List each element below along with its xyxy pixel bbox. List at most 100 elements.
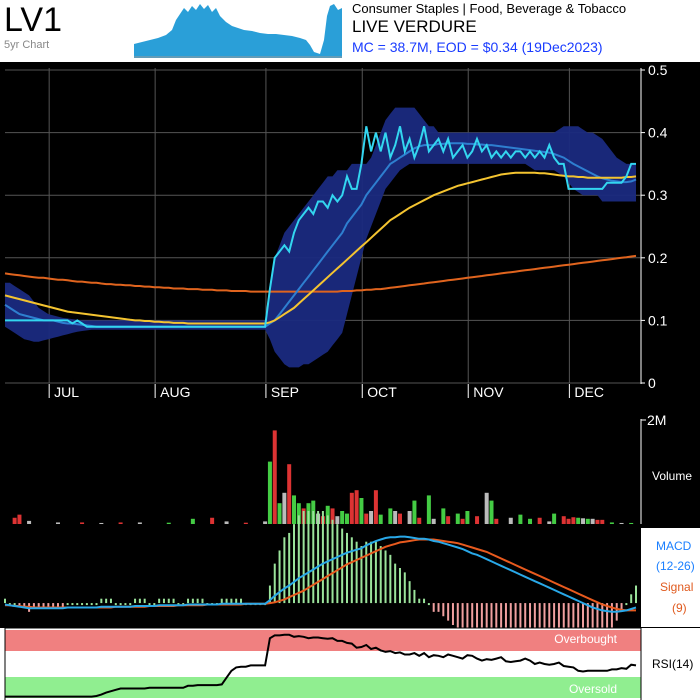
macd-histogram-bar bbox=[427, 603, 430, 606]
volume-bar bbox=[80, 522, 85, 524]
price-x-tick-label: AUG bbox=[160, 384, 190, 400]
volume-bar bbox=[619, 522, 624, 524]
macd-histogram-bar bbox=[297, 515, 300, 604]
macd-histogram-bar bbox=[52, 603, 55, 608]
macd-histogram-bar bbox=[172, 598, 175, 604]
macd-histogram-bar bbox=[293, 524, 296, 604]
macd-histogram-bar bbox=[225, 598, 228, 604]
volume-bar bbox=[282, 492, 287, 524]
volume-bar bbox=[571, 517, 576, 524]
macd-histogram-bar bbox=[95, 603, 98, 606]
volume-bar bbox=[344, 513, 349, 524]
macd-histogram-bar bbox=[268, 585, 271, 604]
price-x-tick-label: SEP bbox=[271, 384, 299, 400]
macd-histogram-bar bbox=[538, 603, 541, 647]
volume-bar bbox=[118, 522, 123, 524]
macd-histogram-bar bbox=[442, 603, 445, 617]
market-info: MC = 38.7M, EOD = $0.34 (19Dec2023) bbox=[352, 39, 603, 55]
macd-histogram bbox=[4, 511, 637, 647]
macd-histogram-bar bbox=[413, 589, 416, 604]
volume-bar bbox=[330, 508, 335, 524]
volume-bar bbox=[590, 518, 595, 524]
macd-histogram-bar bbox=[191, 598, 194, 604]
macd-histogram-bar bbox=[187, 598, 190, 604]
macd-histogram-bar bbox=[196, 598, 199, 604]
volume-bar bbox=[166, 522, 171, 524]
volume-bar bbox=[296, 503, 301, 524]
signal-label: Signal bbox=[660, 580, 693, 594]
price-y-tick-label: 0.3 bbox=[648, 187, 668, 203]
macd-histogram-bar bbox=[389, 554, 392, 604]
price-y-tick-label: 0.4 bbox=[648, 125, 668, 141]
bollinger-band bbox=[5, 107, 636, 368]
macd-histogram-bar bbox=[138, 598, 141, 604]
macd-histogram-bar bbox=[370, 541, 373, 604]
macd-panel: MACD (12-26) Signal (9) bbox=[0, 511, 700, 647]
volume-bar bbox=[263, 521, 268, 524]
price-y-tick-label: 0.1 bbox=[648, 312, 668, 328]
macd-histogram-bar bbox=[582, 603, 585, 647]
macd-histogram-bar bbox=[8, 603, 11, 606]
volume-bar bbox=[475, 516, 480, 524]
volume-bar bbox=[629, 522, 634, 524]
price-x-tick-label: DEC bbox=[574, 384, 604, 400]
volume-bar bbox=[547, 521, 552, 524]
volume-bar bbox=[17, 514, 22, 524]
volume-bars bbox=[12, 430, 634, 524]
macd-histogram-bar bbox=[432, 603, 435, 612]
macd-histogram-bar bbox=[134, 598, 137, 604]
macd-histogram-bar bbox=[577, 603, 580, 647]
volume-bar bbox=[364, 513, 369, 524]
macd-histogram-bar bbox=[548, 603, 551, 647]
macd-line bbox=[4, 535, 637, 613]
macd-histogram-bar bbox=[114, 603, 117, 606]
macd-histogram-bar bbox=[384, 550, 387, 604]
macd-histogram-bar bbox=[601, 603, 604, 639]
volume-label: Volume bbox=[652, 469, 692, 483]
volume-bar bbox=[340, 511, 345, 524]
macd-histogram-bar bbox=[345, 532, 348, 604]
volume-bar bbox=[441, 508, 446, 524]
header: LV1 5yr Chart Consumer Staples | Food, B… bbox=[0, 0, 700, 62]
volume-bar bbox=[609, 522, 614, 524]
macd-histogram-bar bbox=[543, 603, 546, 647]
ma-mid-line bbox=[4, 171, 637, 325]
macd-histogram-bar bbox=[177, 603, 180, 606]
volume-bar bbox=[407, 511, 412, 524]
price-x-tick-label: OCT bbox=[367, 384, 397, 400]
macd-histogram-bar bbox=[495, 603, 498, 647]
volume-bar bbox=[446, 516, 451, 524]
volume-bar bbox=[224, 521, 229, 524]
macd-histogram-bar bbox=[394, 563, 397, 604]
volume-bar bbox=[292, 495, 297, 524]
macd-histogram-bar bbox=[37, 603, 40, 608]
macd-histogram-bar bbox=[437, 603, 440, 612]
price-x-ticks: JUL AUG SEP OCT NOV DEC bbox=[48, 384, 604, 400]
volume-bar bbox=[518, 514, 523, 524]
five-year-sparkline bbox=[134, 4, 342, 58]
macd-histogram-bar bbox=[625, 603, 628, 606]
macd-histogram-bar bbox=[379, 546, 382, 604]
price-y-tick-label: 0.2 bbox=[648, 250, 668, 266]
volume-bar bbox=[455, 513, 460, 524]
macd-histogram-bar bbox=[596, 603, 599, 643]
chart-period-label: 5yr Chart bbox=[4, 39, 50, 51]
volume-y-tick: 2M bbox=[647, 412, 666, 428]
macd-histogram-bar bbox=[201, 598, 204, 604]
macd-histogram-bar bbox=[273, 563, 276, 604]
price-x-tick-label: JUL bbox=[54, 384, 79, 400]
macd-histogram-bar bbox=[331, 519, 334, 604]
volume-bar bbox=[576, 517, 581, 524]
macd-histogram-bar bbox=[81, 603, 84, 606]
price-x-tick-label: NOV bbox=[473, 384, 504, 400]
macd-period-label: (12-26) bbox=[656, 559, 695, 573]
volume-bar bbox=[388, 508, 393, 524]
volume-bar bbox=[431, 518, 436, 524]
volume-bar bbox=[552, 513, 557, 524]
macd-histogram-bar bbox=[288, 532, 291, 604]
macd-histogram-bar bbox=[572, 603, 575, 647]
macd-histogram-bar bbox=[567, 603, 570, 647]
macd-histogram-bar bbox=[610, 603, 613, 630]
rsi-panel: Overbought Oversold RSI(14) bbox=[0, 627, 700, 700]
macd-histogram-bar bbox=[71, 603, 74, 606]
